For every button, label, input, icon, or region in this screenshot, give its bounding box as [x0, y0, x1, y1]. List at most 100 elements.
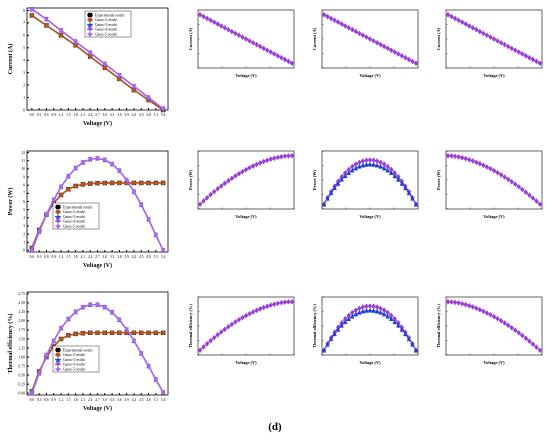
- current-main-ytick-label: 1: [23, 96, 25, 100]
- zoom-point: [346, 312, 351, 319]
- current-main-xtick-label: 2.1: [81, 113, 86, 117]
- zoom-point: [350, 313, 355, 319]
- zoom-point: [211, 334, 217, 341]
- zoom-point: [406, 190, 412, 196]
- zoom-point: [399, 326, 405, 332]
- power-main-xtick-label: 0.9: [51, 255, 56, 259]
- efficiency-main-ytick-label: 0.00: [18, 391, 25, 395]
- zoom-point: [272, 155, 277, 161]
- zoom-point: [530, 195, 536, 201]
- power-main-ytick-label: 6: [23, 200, 25, 204]
- power-main-point: [29, 247, 35, 254]
- zoom-point: [467, 302, 472, 309]
- zoom-ylabel: Thermal efficiency (%): [312, 304, 317, 348]
- efficiency-main-ytick-label: 1.75: [18, 328, 25, 332]
- zoom-point: [527, 338, 532, 344]
- efficiency-main-legend-marker: [55, 366, 61, 372]
- zoom-point: [509, 178, 514, 185]
- power-main-point: [58, 184, 64, 190]
- zoom-point: [364, 307, 369, 313]
- zoom-point: [240, 314, 245, 321]
- zoom-point: [268, 302, 273, 308]
- current-main-legend-label: Experimental results: [95, 13, 125, 17]
- zoom-point: [282, 56, 288, 63]
- current-main-xtick-label: 3.0: [103, 113, 108, 117]
- current-main-series-line: [31, 8, 164, 110]
- zoom-point: [279, 54, 284, 61]
- zoom-point: [360, 308, 366, 314]
- zoom-point: [452, 15, 458, 22]
- zoom-point: [392, 49, 397, 55]
- zoom-xlabel: Voltage (V): [483, 360, 505, 365]
- zoom-point: [484, 310, 490, 316]
- zoom-point: [350, 167, 355, 173]
- power-main-point: [160, 247, 166, 254]
- efficiency-main-legend-label: Gauss-5 results: [63, 368, 86, 372]
- power-main-point: [73, 165, 78, 171]
- zoom-point: [353, 307, 359, 314]
- zoom-frame: [197, 296, 295, 356]
- current-main-series-line: [31, 14, 164, 111]
- power-main-point: [58, 192, 64, 198]
- zoom-point: [403, 331, 408, 337]
- power-main-point: [73, 183, 78, 189]
- zoom-point: [381, 311, 387, 317]
- zoom-point: [289, 298, 295, 305]
- zoom-point: [449, 13, 454, 20]
- zoom-point: [243, 312, 249, 319]
- zoom-point: [353, 28, 359, 35]
- efficiency-main-xtick-label: 0.9: [51, 398, 56, 402]
- zoom-point: [360, 158, 366, 164]
- zoom-point: [335, 19, 341, 25]
- zoom-point: [343, 170, 348, 176]
- zoom-point: [275, 154, 281, 161]
- zoom-point: [477, 306, 483, 313]
- zoom-point: [413, 347, 419, 353]
- zoom-point: [484, 32, 490, 39]
- efficiency-main-point: [146, 363, 151, 369]
- zoom-point: [197, 11, 203, 18]
- current-main-ytick-label: 0: [23, 108, 25, 112]
- zoom-point: [325, 341, 330, 347]
- zoom-panel: Voltage (V) Current (A): [436, 9, 543, 78]
- zoom-point: [537, 347, 543, 354]
- zoom-point: [463, 301, 468, 308]
- zoom-point: [449, 153, 454, 159]
- zoom-point: [378, 159, 383, 166]
- zoom-point: [502, 174, 507, 180]
- power-main-legend-marker: [55, 219, 61, 224]
- current-main-xtick-label: 2.7: [95, 113, 100, 117]
- zoom-point: [343, 23, 348, 29]
- power-main-xtick-label: 1.8: [73, 255, 78, 259]
- zoom-ylabel: Thermal efficiency (%): [188, 304, 193, 348]
- zoom-point: [346, 24, 351, 31]
- zoom-point: [463, 21, 468, 27]
- current-main-xtick-label: 3.6: [117, 113, 122, 117]
- zoom-point: [357, 30, 362, 37]
- zoom-point: [498, 171, 504, 178]
- power-main-point: [131, 188, 137, 195]
- current-main-legend-marker: [87, 17, 93, 22]
- power-main-point: [117, 180, 122, 186]
- efficiency-main-ytick-label: 1.25: [18, 346, 25, 350]
- zoom-point: [353, 311, 359, 317]
- current-main-point: [160, 105, 166, 112]
- power-main-point: [124, 177, 129, 184]
- zoom-point: [222, 24, 227, 31]
- current-main-xtick-label: 0.0: [30, 113, 35, 117]
- efficiency-main-legend-marker: [55, 357, 61, 362]
- power-main-point: [95, 180, 100, 186]
- zoom-panel: Voltage (V) Power (W): [312, 150, 419, 219]
- zoom-point: [452, 153, 458, 160]
- zoom-point: [406, 336, 412, 342]
- efficiency-main-point: [153, 330, 159, 336]
- current-main-legend-marker: [87, 27, 93, 32]
- efficiency-main-ytick-label: 2.50: [18, 301, 25, 305]
- zoom-point: [495, 38, 500, 44]
- zoom-point: [502, 320, 507, 326]
- zoom-point: [197, 347, 203, 354]
- efficiency-main-point: [66, 316, 71, 322]
- zoom-point: [413, 201, 419, 207]
- power-main-ytick-label: 4: [23, 216, 25, 220]
- zoom-xlabel: Voltage (V): [483, 73, 505, 78]
